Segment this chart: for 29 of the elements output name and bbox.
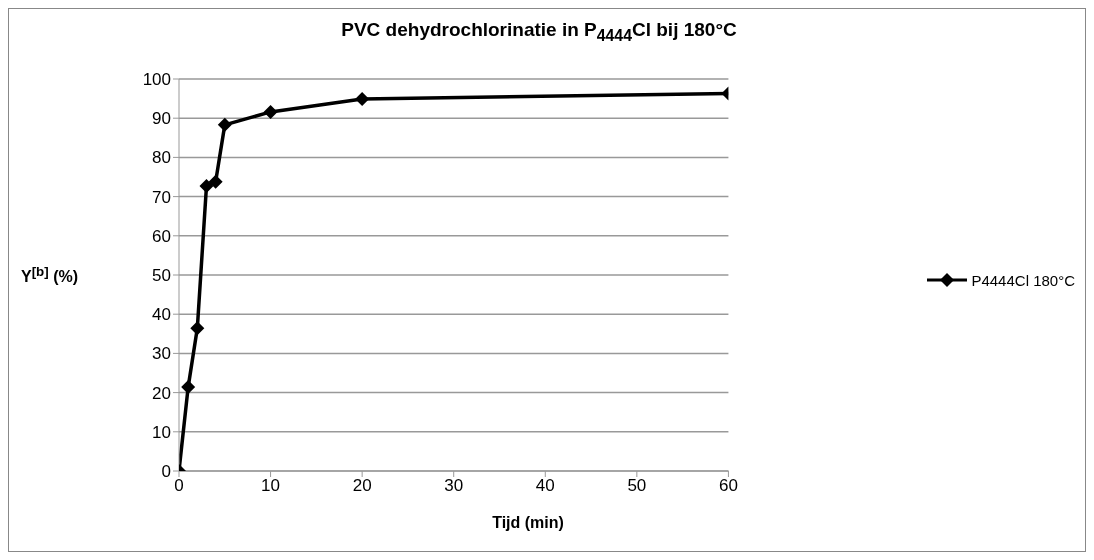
point: [263, 104, 278, 119]
y-tick-label: 80: [152, 148, 171, 168]
x-axis-title: Tijd (min): [491, 514, 565, 532]
x-tick-label: 0: [174, 476, 184, 496]
x-tick-label: 40: [535, 476, 555, 496]
x-tick-label: 10: [261, 476, 281, 496]
point: [181, 380, 196, 395]
chart-title: PVC dehydrochlorinatie in P$_{4444}$Cl bij 180°C: [340, 19, 738, 45]
point: [217, 117, 232, 132]
y-tick-label: 20: [152, 383, 171, 403]
legend-label: P4444Cl 180°C: [971, 271, 1075, 289]
point: [355, 91, 370, 106]
y-tick-label: 40: [152, 305, 171, 325]
y-axis-title: Y$^{[b]}$ (%): [21, 264, 79, 287]
x-tick-label: 20: [352, 476, 372, 496]
point: [208, 174, 223, 189]
y-tick-label: 30: [152, 344, 171, 364]
point: [190, 321, 205, 336]
y-tick-label: 90: [152, 109, 171, 129]
x-tick-label: 50: [627, 476, 647, 496]
y-tick-label: 60: [152, 226, 171, 246]
y-tick-label: 100: [142, 70, 171, 90]
y-tick-label: 0: [161, 462, 171, 482]
y-tick-label: 50: [152, 266, 171, 286]
point: [199, 179, 214, 194]
x-tick-label: 60: [718, 476, 738, 496]
y-tick-label: 10: [152, 422, 171, 442]
x-tick-label: 30: [444, 476, 464, 496]
y-tick-label: 70: [152, 187, 171, 207]
